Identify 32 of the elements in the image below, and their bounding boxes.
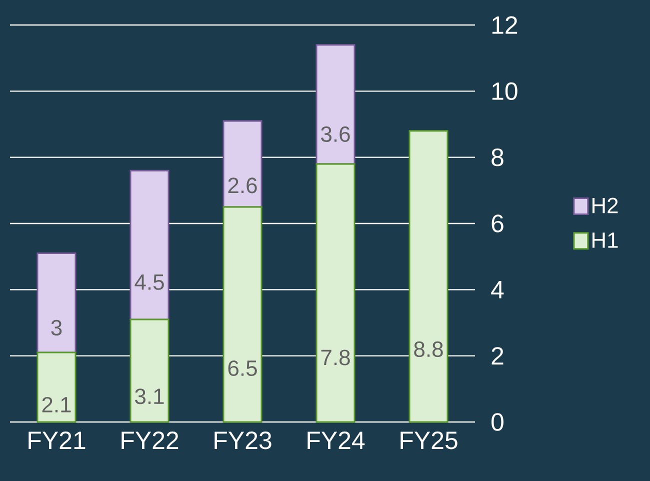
data-label: 4.5 xyxy=(134,274,164,290)
legend-label: H1 xyxy=(592,232,618,248)
x-tick-label: FY24 xyxy=(308,432,365,449)
bar xyxy=(408,130,448,423)
x-tick-label: FY21 xyxy=(28,432,86,449)
data-label: 3.1 xyxy=(135,388,164,404)
data-label: 7.8 xyxy=(321,350,350,366)
data-label: 2.6 xyxy=(228,178,257,194)
data-label: 3 xyxy=(51,320,62,336)
y-tick-label: 4 xyxy=(491,281,504,298)
y-tick-label: 6 xyxy=(492,214,504,232)
bar xyxy=(36,352,76,423)
bar xyxy=(130,170,170,320)
y-tick-label: 2 xyxy=(492,347,504,365)
x-tick-label: FY23 xyxy=(214,432,272,450)
bar xyxy=(222,120,262,208)
data-label: 8.8 xyxy=(414,341,443,358)
y-tick-label: 10 xyxy=(492,82,518,100)
bar xyxy=(36,252,76,354)
bar xyxy=(222,206,262,423)
bar xyxy=(316,44,356,165)
data-label: 6.5 xyxy=(228,360,257,376)
data-label: 3.6 xyxy=(321,126,350,142)
x-tick-label: FY22 xyxy=(122,432,178,449)
bar xyxy=(316,163,356,423)
legend-label: H2 xyxy=(592,198,618,214)
y-tick-label: 8 xyxy=(492,148,504,166)
y-tick-label: 0 xyxy=(492,413,504,431)
x-tick-label: FY25 xyxy=(400,432,458,450)
y-tick-label: 12 xyxy=(492,16,518,34)
data-label: 2.1 xyxy=(42,396,71,412)
bar xyxy=(130,318,170,423)
